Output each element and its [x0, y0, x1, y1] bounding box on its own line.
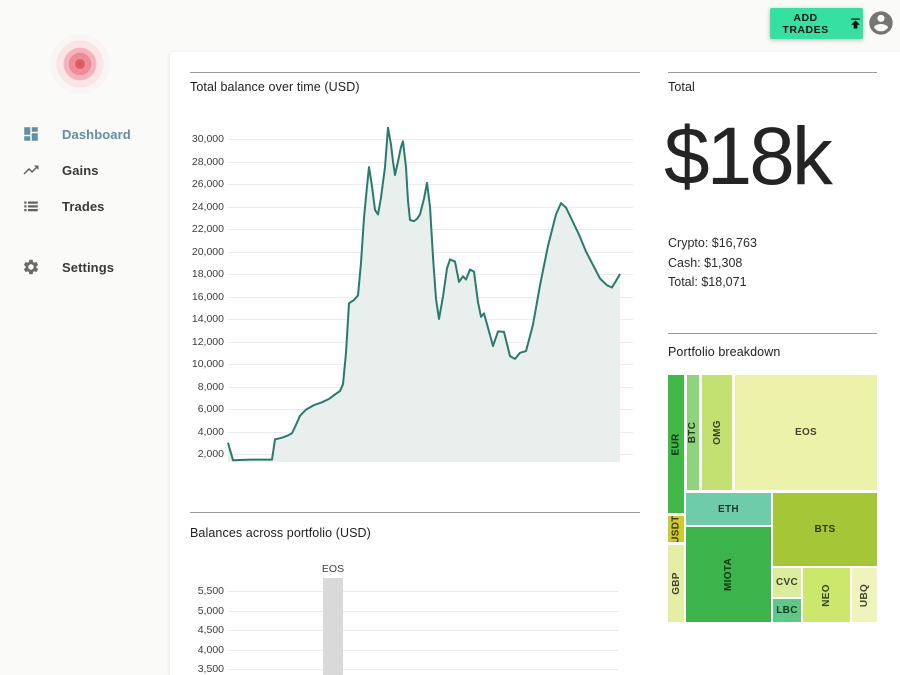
treemap-tile-label: GBP	[670, 572, 682, 595]
treemap-tile-cvc[interactable]: CVC	[773, 568, 801, 597]
treemap-tile-eur[interactable]: EUR	[668, 375, 684, 513]
y-axis-tick-label: 20,000	[191, 245, 224, 258]
treemap-tile-omg[interactable]: OMG	[702, 375, 732, 490]
y-axis-tick-label: 3,500	[197, 663, 224, 675]
total-section-title: Total	[668, 80, 695, 94]
y-axis-tick-label: 4,000	[197, 643, 224, 656]
gridline	[228, 139, 633, 140]
cash-total-line: Cash: $1,308	[668, 255, 743, 270]
divider	[668, 72, 877, 73]
gridline	[228, 591, 618, 592]
treemap-tile-label: ETH	[718, 503, 739, 515]
treemap-tile-label: OMG	[711, 420, 723, 445]
grand-total-line: Total: $18,071	[668, 275, 747, 289]
treemap-tile-miota[interactable]: MIOTA	[686, 527, 771, 622]
sidebar-item-label: Trades	[62, 198, 105, 214]
treemap-tile-label: MIOTA	[722, 558, 734, 591]
y-axis-tick-label: 4,000	[197, 425, 224, 438]
balances-chart-title: Balances across portfolio (USD)	[190, 526, 371, 540]
y-axis-tick-label: 2,000	[197, 448, 224, 460]
add-trades-label: ADD TRADES	[782, 11, 829, 36]
y-axis-tick-label: 10,000	[191, 358, 224, 370]
sidebar-item-label: Gains	[62, 162, 99, 178]
balance-line-plot	[227, 126, 621, 462]
treemap-tile-usdt[interactable]: USDT	[668, 516, 684, 542]
y-axis-tick-label: 28,000	[191, 155, 224, 168]
treemap-tile-btc[interactable]: BTC	[687, 375, 699, 490]
bar-eos	[323, 578, 343, 675]
y-axis-tick-label: 18,000	[191, 268, 224, 280]
treemap-tile-label: BTS	[814, 524, 836, 535]
treemap-tile-gbp[interactable]: GBP	[668, 545, 684, 622]
treemap-tile-eos[interactable]: EOS	[735, 375, 877, 490]
balances-bar-chart: 5,500 5,000 4,500 4,000 3,500 EOS	[190, 552, 640, 675]
treemap-tile-label: NEO	[820, 583, 832, 607]
y-axis-tick-label: 24,000	[191, 200, 224, 213]
y-axis-tick-label: 4,500	[197, 624, 224, 637]
dashboard-icon	[22, 125, 40, 143]
treemap-tile-neo[interactable]: NEO	[803, 568, 850, 622]
y-axis-tick-label: 8,000	[197, 380, 224, 393]
treemap-tile-label: EUR	[670, 432, 682, 456]
sidebar-item-label: Dashboard	[62, 126, 131, 142]
gear-icon	[22, 258, 40, 276]
gridline	[228, 610, 618, 612]
gridline	[228, 630, 618, 632]
y-axis-tick-label: 5,500	[197, 585, 224, 597]
gridline	[228, 184, 633, 185]
treemap-tile-eth[interactable]: ETH	[686, 493, 771, 525]
portfolio-breakdown-title: Portfolio breakdown	[668, 345, 781, 359]
sidebar-item-gains[interactable]: Gains	[0, 152, 170, 188]
list-icon	[22, 197, 40, 215]
treemap-tile-label: UBQ	[859, 583, 870, 607]
gridline	[228, 161, 633, 163]
treemap-tile-label: BTC	[687, 421, 699, 444]
crypto-total-line: Crypto: $16,763	[668, 236, 757, 250]
bar-category-label: EOS	[321, 563, 345, 576]
treemap-tile-lbc[interactable]: LBC	[773, 599, 801, 622]
y-axis-tick-label: 30,000	[191, 133, 224, 145]
treemap-tile-ubq[interactable]: UBQ	[852, 568, 877, 622]
account-circle-icon[interactable]	[867, 9, 895, 37]
add-trades-button[interactable]: ADD TRADES	[770, 8, 863, 39]
gridline	[228, 649, 618, 651]
treemap-tile-label: USDT	[670, 516, 682, 542]
y-axis-tick-label: 6,000	[197, 403, 224, 415]
treemap-tile-bts[interactable]: BTS	[773, 493, 877, 566]
upload-icon	[848, 16, 863, 31]
y-axis-tick-label: 14,000	[191, 313, 224, 325]
treemap-tile-label: LBC	[776, 605, 798, 616]
sidebar-item-dashboard[interactable]: Dashboard	[0, 116, 170, 152]
balance-over-time-chart: 2,000 4,000 6,000 8,000 10,000 12,000 14,000 16…	[190, 110, 640, 462]
divider	[190, 72, 640, 73]
portfolio-treemap: EUR BTC OMG EOS ETH USDT GBP MIOTA BTS CVC LBC NEO U…	[668, 375, 877, 622]
trending-up-icon	[22, 161, 40, 179]
y-axis-tick-label: 5,000	[197, 604, 224, 617]
y-axis-tick-label: 16,000	[191, 290, 224, 303]
y-axis-tick-label: 12,000	[191, 335, 224, 348]
app-logo	[50, 34, 110, 94]
y-axis-tick-label: 22,000	[191, 223, 224, 235]
sidebar: Dashboard Gains Trades Settings	[0, 0, 170, 675]
divider	[190, 512, 640, 513]
balance-chart-title: Total balance over time (USD)	[190, 80, 360, 94]
y-axis-tick-label: 26,000	[191, 178, 224, 190]
treemap-tile-label: EOS	[794, 427, 818, 438]
total-big-value: $18k	[664, 111, 833, 202]
main-content-card: Total balance over time (USD) 2,000 4,000…	[170, 52, 900, 675]
treemap-tile-label: CVC	[775, 577, 798, 588]
totals-breakdown: Crypto: $16,763 Cash: $1,308 Total: $18,…	[668, 234, 757, 293]
sidebar-item-trades[interactable]: Trades	[0, 188, 170, 224]
sidebar-item-label: Settings	[62, 259, 115, 275]
divider	[668, 333, 877, 334]
gridline	[228, 669, 618, 671]
sidebar-item-settings[interactable]: Settings	[0, 249, 170, 285]
